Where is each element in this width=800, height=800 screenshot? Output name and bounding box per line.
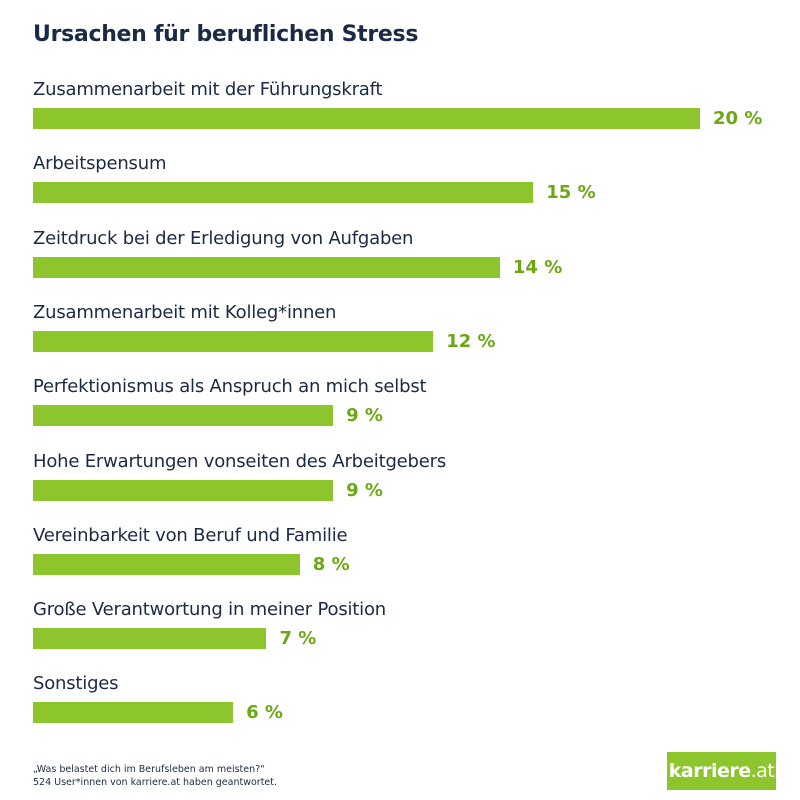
bar-row: Zusammenarbeit mit der Führungskraft 20 %: [33, 79, 793, 149]
bar-row: Zusammenarbeit mit Kolleg*innen 12 %: [33, 302, 793, 372]
bar-row: Große Verantwortung in meiner Position 7 …: [33, 599, 793, 669]
footer-note: „Was belastet dich im Berufsleben am mei…: [33, 763, 277, 789]
category-label: Sonstiges: [33, 673, 119, 695]
bar-row: Arbeitspensum 15 %: [33, 153, 793, 223]
value-label: 20 %: [713, 108, 763, 129]
category-label: Zusammenarbeit mit der Führungskraft: [33, 79, 383, 100]
bar: [33, 405, 334, 427]
value-label: 14 %: [512, 256, 563, 278]
logo-brand: karriere: [668, 760, 751, 782]
chart-title: Ursachen für beruflichen Stress: [33, 22, 419, 47]
category-label: Vereinbarkeit von Beruf und Familie: [33, 524, 348, 546]
category-label: Perfektionismus als Anspruch an mich sel…: [33, 376, 427, 398]
bar-row: Sonstiges 6 %: [33, 673, 793, 743]
karriere-logo: karriere.at: [667, 752, 776, 790]
bar-row: Zeitdruck bei der Erledigung von Aufgabe…: [33, 228, 793, 298]
value-label: 9 %: [346, 479, 383, 501]
bar: [33, 702, 234, 724]
bar: [33, 628, 267, 650]
category-label: Hohe Erwartungen vonseiten des Arbeitgeb…: [33, 450, 447, 472]
value-label: 7 %: [279, 628, 317, 650]
bar: [33, 256, 500, 278]
bar: [33, 479, 334, 501]
value-label: 9 %: [346, 405, 383, 427]
bar: [33, 182, 534, 204]
bar-row: Perfektionismus als Anspruch an mich sel…: [33, 376, 793, 446]
value-label: 8 %: [312, 553, 350, 575]
category-label: Arbeitspensum: [33, 153, 167, 175]
bar: [33, 553, 300, 575]
bar-row: Hohe Erwartungen vonseiten des Arbeitgeb…: [33, 451, 793, 521]
bar-row: Vereinbarkeit von Beruf und Familie 8 %: [33, 525, 793, 595]
category-label: Zusammenarbeit mit Kolleg*innen: [33, 301, 337, 323]
bar: [33, 108, 700, 129]
category-label: Große Verantwortung in meiner Position: [33, 599, 386, 621]
value-label: 15 %: [546, 182, 596, 204]
value-label: 6 %: [246, 702, 283, 724]
value-label: 12 %: [446, 330, 496, 352]
category-label: Zeitdruck bei der Erledigung von Aufgabe…: [33, 227, 414, 249]
survey-question: „Was belastet dich im Berufsleben am mei…: [33, 764, 266, 775]
logo-suffix: .at: [750, 760, 775, 782]
bar: [33, 330, 434, 352]
survey-respondents: 524 User*innen von karriere.at haben gea…: [33, 777, 278, 788]
